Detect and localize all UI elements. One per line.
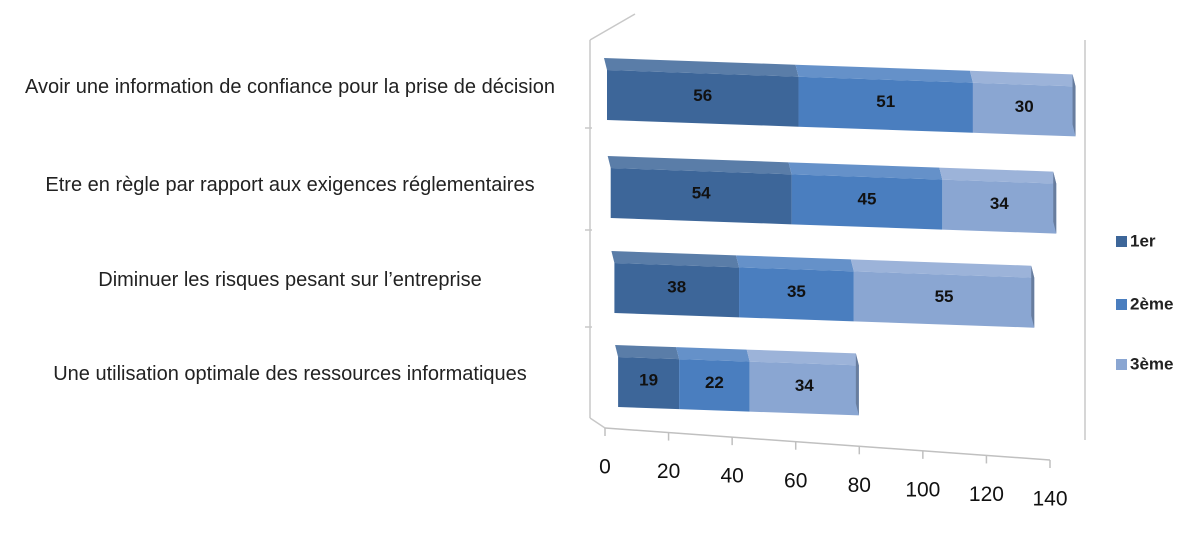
bar-top	[611, 251, 740, 268]
data-label: 45	[858, 189, 877, 208]
bar	[739, 267, 854, 322]
bar	[614, 263, 740, 318]
legend-label: 2ème	[1130, 294, 1173, 313]
x-tick-label: 20	[657, 460, 680, 483]
bar-end	[1031, 265, 1035, 328]
x-tick-label: 60	[784, 469, 807, 492]
data-label: 34	[795, 376, 814, 395]
x-tick-label: 80	[848, 474, 871, 497]
bar-top	[736, 255, 854, 272]
bar-end	[1072, 74, 1076, 137]
data-label: 35	[787, 282, 806, 301]
data-label: 56	[693, 86, 712, 105]
bar	[791, 174, 943, 230]
data-label: 34	[990, 194, 1009, 213]
data-label: 30	[1015, 97, 1034, 116]
category-label: Une utilisation optimale des ressources …	[53, 362, 527, 385]
bar	[610, 168, 792, 225]
bar	[618, 357, 680, 410]
category-label: Etre en règle par rapport aux exigences …	[45, 173, 535, 196]
bar	[607, 70, 799, 127]
bar	[798, 76, 973, 133]
x-tick-label: 120	[969, 483, 1004, 506]
bar-top	[746, 349, 859, 366]
legend-swatch	[1116, 299, 1127, 310]
bar	[942, 179, 1057, 234]
data-label: 19	[639, 371, 658, 390]
legend-label: 1er	[1130, 231, 1156, 250]
bar-top	[788, 162, 943, 180]
legend-label: 3ème	[1130, 354, 1173, 373]
data-label: 55	[935, 287, 954, 306]
data-label: 51	[876, 92, 895, 111]
bar-top	[939, 167, 1057, 184]
x-tick-label: 140	[1032, 488, 1067, 511]
bar-end	[1053, 171, 1057, 234]
bar-top	[607, 156, 792, 175]
bar	[853, 271, 1035, 328]
bar	[679, 359, 750, 412]
category-label: Avoir une information de confiance pour …	[25, 75, 555, 98]
bar	[749, 361, 859, 416]
bar-top	[615, 345, 680, 360]
data-label: 54	[692, 184, 711, 203]
data-label: 38	[667, 278, 686, 297]
walls	[585, 13, 1086, 440]
bar-top	[604, 58, 799, 77]
bar	[972, 82, 1076, 137]
x-axis	[604, 427, 1051, 461]
bar-top	[850, 259, 1035, 278]
legend-swatch	[1116, 359, 1127, 370]
legend-swatch	[1116, 236, 1127, 247]
x-tick-label: 40	[720, 465, 743, 488]
bar-top	[969, 70, 1076, 87]
category-label: Diminuer les risques pesant sur l’entrep…	[98, 268, 482, 291]
data-label: 22	[705, 373, 724, 392]
x-tick-label: 100	[905, 478, 940, 501]
bar-top	[795, 64, 973, 83]
x-tick-label: 0	[599, 456, 611, 479]
bar-end	[855, 353, 859, 416]
bar-top	[676, 347, 750, 362]
